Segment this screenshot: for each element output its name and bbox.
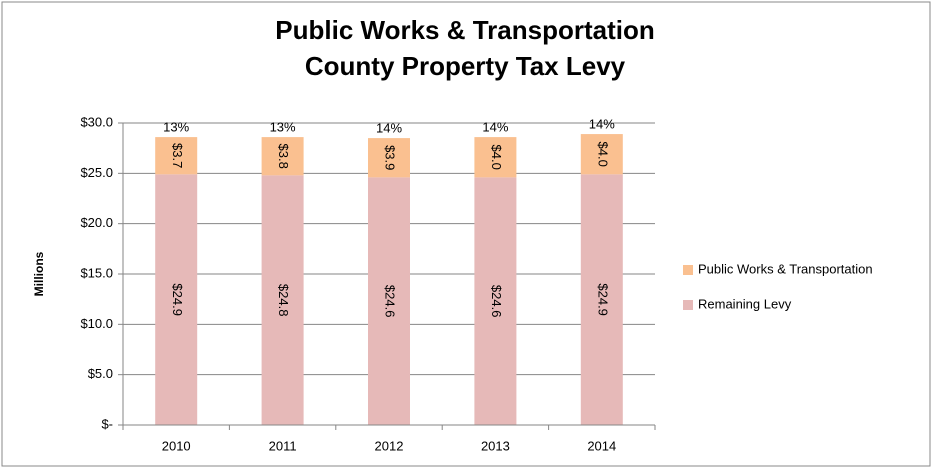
y-tick-label: $30.0 <box>80 114 113 129</box>
y-tick-label: $- <box>101 416 113 431</box>
bar-segment <box>368 138 410 178</box>
bar-segment <box>261 137 304 176</box>
bar-segment <box>580 174 623 425</box>
data-label: $24.9 <box>170 283 185 316</box>
x-tick-label: 2013 <box>481 438 510 453</box>
x-tick-label: 2012 <box>375 438 404 453</box>
legend-swatch <box>683 265 693 275</box>
top-label: 13% <box>163 120 189 135</box>
data-label: $3.7 <box>170 143 185 168</box>
y-tick-label: $15.0 <box>80 265 113 280</box>
y-axis-label: Millions <box>32 251 46 296</box>
top-label: 14% <box>482 120 508 135</box>
bar-segment <box>261 175 304 425</box>
chart-title: Public Works & Transportation County Pro… <box>275 15 655 81</box>
bar-segment <box>368 177 410 425</box>
legend-label: Remaining Levy <box>698 296 792 311</box>
top-label: 14% <box>589 117 615 132</box>
bar-segment <box>474 177 517 425</box>
data-label: $3.9 <box>383 145 398 170</box>
data-label: $24.6 <box>489 285 504 318</box>
y-tick-label: $5.0 <box>88 366 113 381</box>
data-label: $24.9 <box>595 283 610 316</box>
legend-label: Public Works & Transportation <box>698 261 873 276</box>
data-label: $3.8 <box>276 144 291 169</box>
x-tick-label: 2011 <box>269 438 297 453</box>
legend-swatch <box>683 300 693 310</box>
top-label: 13% <box>270 120 296 135</box>
top-label: 14% <box>376 121 402 136</box>
data-label: $24.6 <box>383 285 398 318</box>
y-tick-label: $20.0 <box>80 215 113 230</box>
x-tick-label: 2010 <box>162 438 191 453</box>
bar-segment <box>155 174 198 425</box>
data-label: $4.0 <box>489 145 504 170</box>
bar-segment <box>474 137 517 178</box>
data-label: $4.0 <box>595 142 610 167</box>
data-label: $24.8 <box>276 284 291 317</box>
bar-segment <box>580 134 623 175</box>
y-tick-label: $25.0 <box>80 165 113 180</box>
x-tick-label: 2014 <box>587 438 616 453</box>
bar-segment <box>155 137 198 175</box>
y-tick-label: $10.0 <box>80 316 113 331</box>
